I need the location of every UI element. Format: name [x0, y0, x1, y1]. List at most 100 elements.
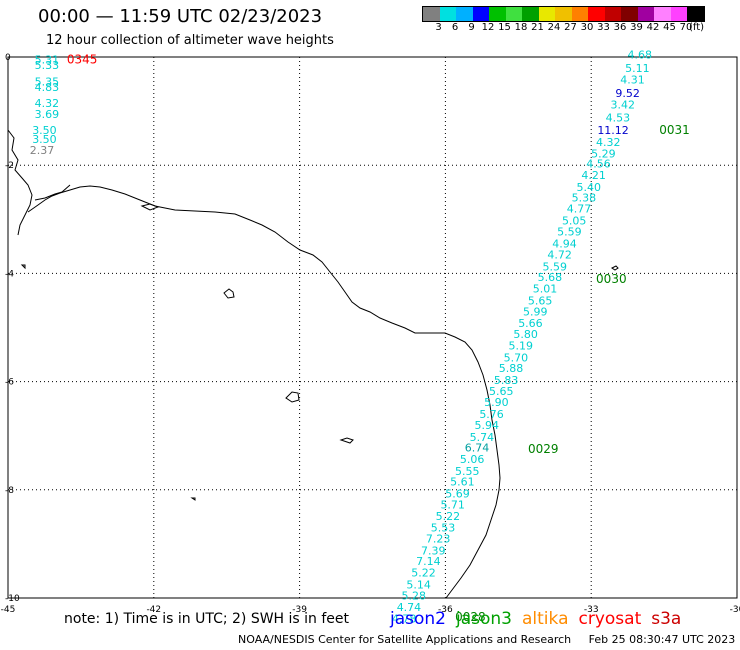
- wave-height-value: 5.59: [543, 260, 568, 273]
- wave-height-value: 4.21: [581, 169, 606, 182]
- wave-height-value: 7.23: [426, 532, 451, 545]
- colorbar-label: 42: [646, 22, 660, 33]
- colorbar-label: 15: [498, 22, 511, 33]
- wave-height-value: 3.69: [35, 108, 60, 121]
- legend-cryosat: cryosat: [578, 609, 642, 629]
- brazil-coastline: [27, 185, 501, 599]
- pass-time-label: 0031: [659, 123, 690, 137]
- wave-height-value: 2.37: [30, 144, 55, 157]
- reservoir-2: [339, 437, 354, 444]
- wave-height-value: 5.65: [528, 294, 553, 307]
- wave-height-value: 3.50: [32, 133, 57, 146]
- wave-height-value: 5.14: [406, 578, 431, 591]
- mark-left: [20, 264, 26, 270]
- island-rocas: [223, 288, 235, 299]
- satellite-legend: jason2 jason3 altika cryosat s3a: [390, 609, 691, 629]
- colorbar-swatch: [621, 7, 638, 21]
- colorbar-swatch: [637, 7, 654, 21]
- y-tick-label: -8: [5, 486, 14, 496]
- map-title: 00:00 — 11:59 UTC 02/23/2023: [38, 6, 323, 27]
- map-grid: -45 -42 -39 -36 -33 -30 0 -2 -4 -6 -8 -10: [1, 53, 740, 615]
- x-tick-label: -30: [730, 605, 740, 615]
- y-tick-label: 0: [5, 53, 11, 63]
- wave-height-value: 3.42: [611, 99, 636, 112]
- legend-jason3: jason3: [456, 609, 512, 629]
- x-tick-label: -45: [1, 605, 16, 615]
- wave-height-value: 5.06: [460, 453, 485, 466]
- colorbar-label: 70: [679, 22, 693, 33]
- colorbar-swatch: [588, 7, 605, 21]
- colorbar-swatch: [439, 7, 456, 21]
- wave-height-value: 5.68: [538, 271, 563, 284]
- wave-height-value: 4.83: [35, 81, 60, 94]
- colorbar-swatch: [538, 7, 555, 21]
- colorbar-swatch: [489, 7, 506, 21]
- wave-height-value: 5.83: [494, 374, 519, 387]
- wave-height-value: 5.53: [431, 522, 456, 535]
- wave-height-value: 5.22: [436, 510, 461, 523]
- colorbar: [422, 6, 705, 22]
- x-tick-label: -33: [584, 605, 599, 615]
- wave-height-value: 5.61: [450, 476, 475, 489]
- pass-time-label: 0029: [528, 442, 559, 456]
- wave-height-value: 4.31: [620, 74, 645, 87]
- colorbar-label: 6: [451, 22, 459, 33]
- reservoir-1: [285, 391, 300, 403]
- colorbar-label: 24: [547, 22, 561, 33]
- wave-height-value: 5.35: [35, 75, 60, 88]
- wave-height-value: 5.05: [562, 214, 587, 227]
- legend-s3a: s3a: [651, 609, 682, 629]
- footer-note: note: 1) Time is in UTC; 2) SWH is in fe…: [64, 611, 350, 627]
- pass-time-label: 0030: [596, 272, 627, 286]
- colorbar-label: 30: [580, 22, 594, 33]
- wave-height-value: 5.29: [591, 147, 616, 160]
- colorbar-swatch: [604, 7, 621, 21]
- pass-time-label: 0345: [67, 53, 98, 67]
- wave-height-value: 5.90: [484, 396, 509, 409]
- coastline: [7, 129, 619, 599]
- x-tick-label: -39: [292, 605, 307, 615]
- legend-altika: altika: [522, 609, 569, 629]
- wave-height-value: 4.77: [567, 202, 592, 215]
- x-tick-label: -42: [146, 605, 161, 615]
- wave-height-value: 5.66: [518, 317, 543, 330]
- colorbar-label: 18: [514, 22, 528, 33]
- reservoir-3: [140, 203, 160, 211]
- wave-height-value: 5.71: [440, 498, 465, 511]
- colorbar-swatch: [555, 7, 572, 21]
- map-frame: [7, 56, 738, 599]
- wave-height-value: 4.53: [606, 112, 631, 125]
- colorbar-label: 27: [564, 22, 577, 33]
- wave-height-value: 5.99: [523, 305, 548, 318]
- credit-line: NOAA/NESDIS Center for Satellite Applica…: [238, 633, 736, 646]
- colorbar-label: 33: [597, 22, 610, 33]
- wave-height-value: 5.38: [572, 192, 597, 205]
- colorbar-swatch: [456, 7, 473, 21]
- wave-height-value: 5.74: [470, 431, 495, 444]
- wave-height-value: 7.39: [421, 544, 446, 557]
- colorbar-label: 21: [531, 22, 544, 33]
- colorbar-swatch: [423, 7, 440, 21]
- wave-height-value: 5.01: [533, 283, 558, 296]
- colorbar-label: 12: [481, 22, 495, 33]
- wave-height-value: 5.19: [508, 339, 533, 352]
- wave-height-value: 5.31: [35, 54, 60, 67]
- mark-south: [190, 497, 196, 501]
- wave-height-value: 4.68: [628, 48, 653, 61]
- y-tick-label: -4: [5, 269, 14, 279]
- wave-height-value: 5.11: [625, 62, 650, 75]
- wave-height-value: 4.32: [596, 136, 621, 149]
- wave-height-value: 4.94: [552, 238, 577, 251]
- colorbar-swatch: [505, 7, 522, 21]
- island-fernando: [611, 265, 619, 271]
- wave-height-value: 5.69: [445, 488, 470, 501]
- colorbar-label: 9: [468, 22, 475, 33]
- colorbar-label: (ft): [688, 22, 705, 33]
- wave-height-value: 5.70: [504, 351, 529, 364]
- altimeter-tracks: 5.315.335.354.834.323.693.503.502.370345…: [30, 48, 652, 625]
- wave-height-value: 4.74: [397, 601, 422, 614]
- y-tick-label: -10: [5, 594, 20, 604]
- wave-height-value: 5.28: [402, 589, 427, 602]
- colorbar-swatch: [670, 7, 687, 21]
